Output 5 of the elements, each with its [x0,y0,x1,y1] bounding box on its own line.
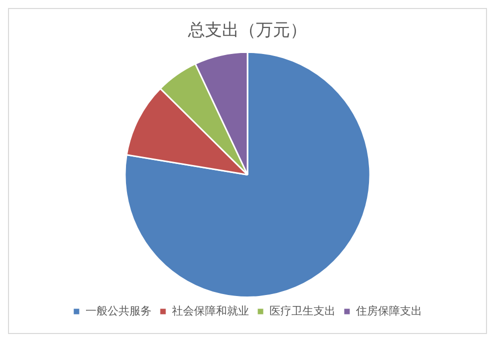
chart-title: 总支出（万元） [187,20,307,41]
legend-label: 医疗卫生支出 [270,304,336,318]
legend-label: 住房保障支出 [356,304,422,318]
legend-label: 社会保障和就业 [172,304,249,318]
legend-label: 一般公共服务 [86,304,152,318]
